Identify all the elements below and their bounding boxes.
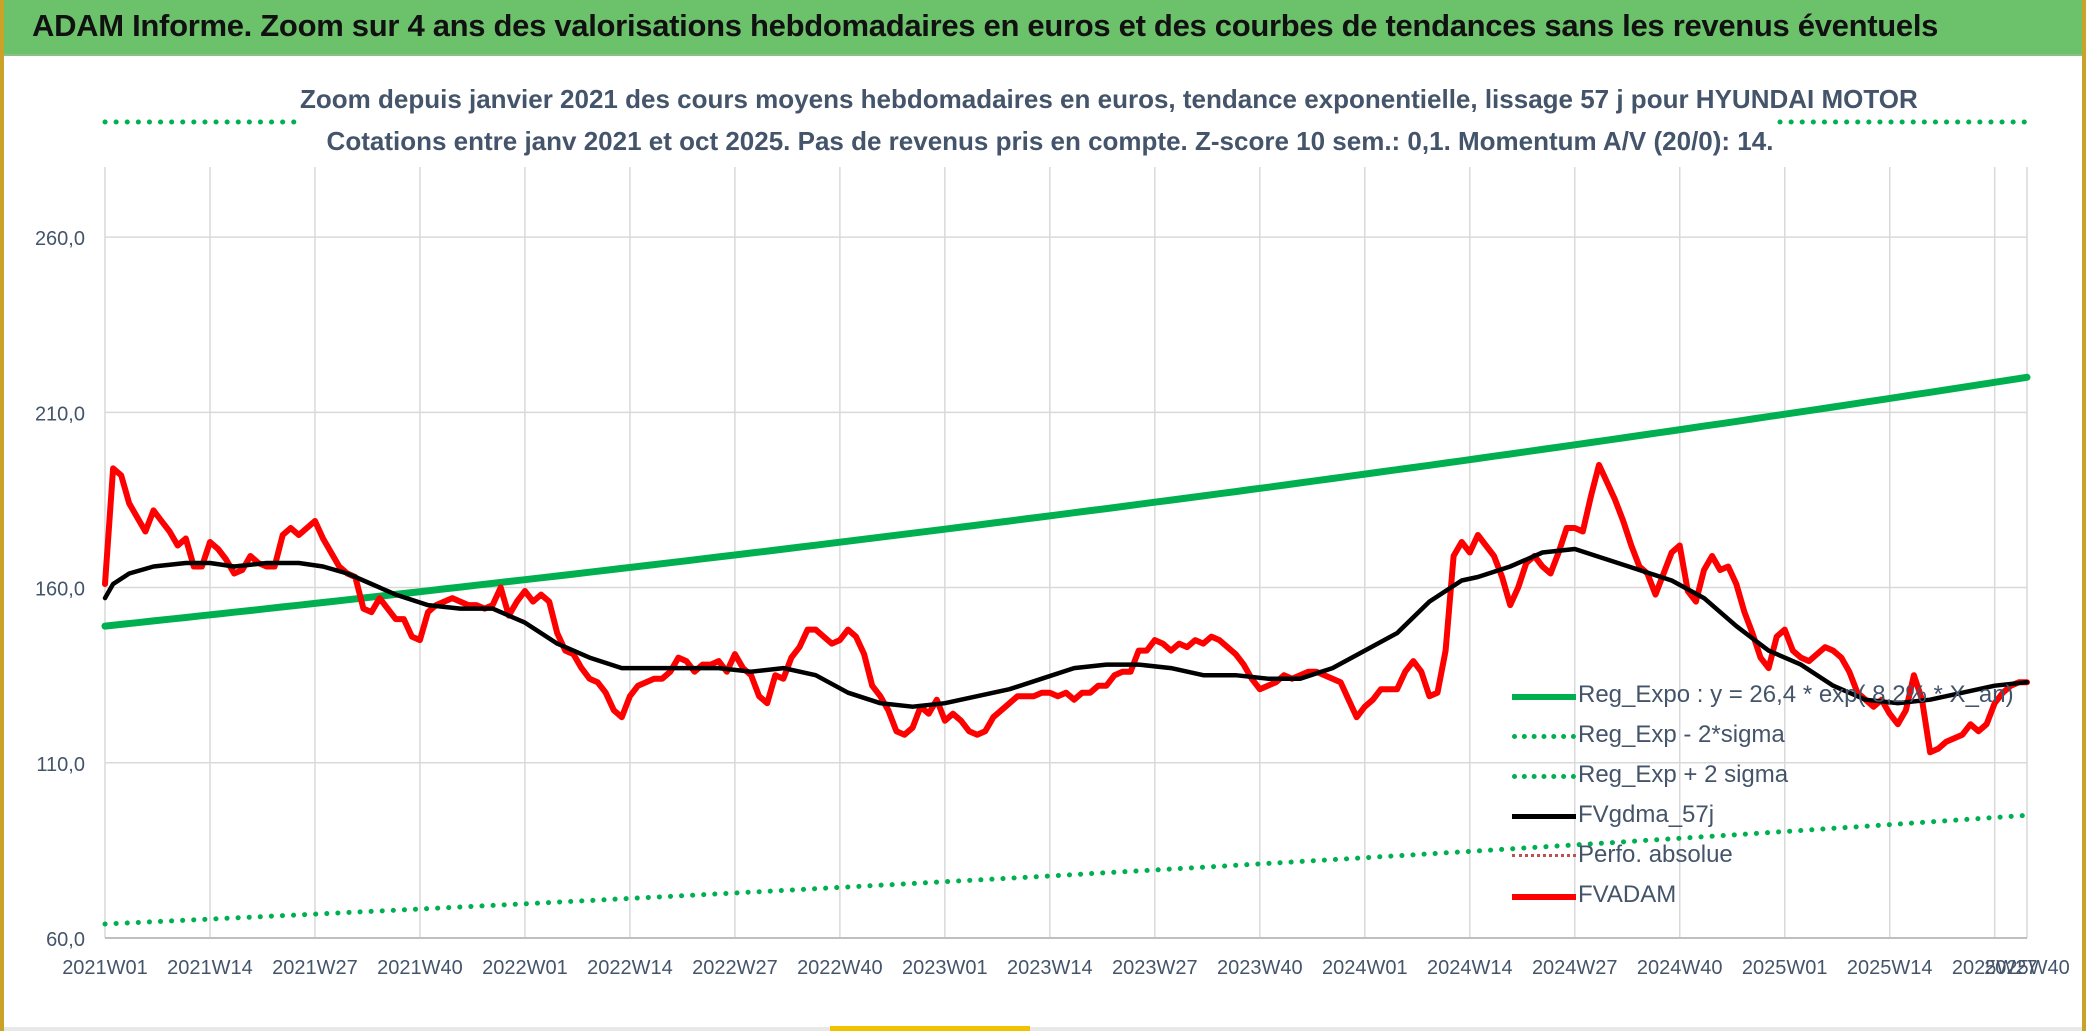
x-tick-label: 2025W14	[1847, 957, 1933, 979]
y-tick-label: 260,0	[35, 228, 85, 250]
legend-label: FVADAM	[1578, 881, 1677, 908]
legend-swatch	[1512, 774, 1576, 779]
x-tick-label: 2023W01	[902, 957, 988, 979]
legend-swatch	[1512, 854, 1576, 857]
bottom-accent-bar	[830, 1026, 1030, 1031]
x-tick-label: 2025W01	[1742, 957, 1828, 979]
legend-label: Reg_Expo : y = 26,4 * exp( 8,2% * X_an)	[1578, 681, 2014, 708]
y-tick-label: 160,0	[35, 579, 85, 601]
legend-label: Perfo. absolue	[1578, 841, 1733, 868]
series-reg-expo	[101, 373, 2031, 630]
legend-swatch	[1512, 814, 1576, 819]
series-fvadam	[102, 461, 2030, 756]
x-tick-label: 2022W27	[692, 957, 778, 979]
x-tick-label: 2021W14	[167, 957, 253, 979]
y-tick-label: 110,0	[36, 754, 85, 776]
chart-subtitle-line2: Cotations entre janv 2021 et oct 2025. P…	[326, 126, 1774, 156]
legend-item: Perfo. absolue	[1508, 836, 2068, 876]
legend-item: FVgdma_57j	[1508, 796, 2068, 836]
x-tick-label: 2024W40	[1637, 957, 1723, 979]
x-tick-label: 2021W40	[377, 957, 463, 979]
bottom-divider	[4, 1027, 2082, 1031]
legend-swatch	[1512, 734, 1576, 739]
title-banner: ADAM Informe. Zoom sur 4 ans des valoris…	[4, 0, 2082, 56]
x-tick-label: 2024W27	[1532, 957, 1618, 979]
x-tick-label: 2022W40	[797, 957, 883, 979]
chart-legend: Reg_Expo : y = 26,4 * exp( 8,2% * X_an) R…	[1508, 676, 2068, 916]
x-tick-label: 2022W01	[482, 957, 568, 979]
x-tick-label: 2021W01	[62, 957, 148, 979]
x-tick-label: 2023W14	[1007, 957, 1093, 979]
x-tick-label: 2025W40	[1984, 957, 2070, 979]
y-tick-label: 60,0	[46, 929, 85, 951]
x-tick-label: 2021W27	[272, 957, 358, 979]
legend-label: FVgdma_57j	[1578, 801, 1715, 828]
banner-title: ADAM Informe. Zoom sur 4 ans des valoris…	[32, 8, 1939, 43]
x-tick-label: 2024W14	[1427, 957, 1513, 979]
x-tick-label: 2023W40	[1217, 957, 1303, 979]
legend-swatch	[1512, 894, 1576, 900]
series-fvgdma-57j	[102, 546, 2030, 709]
legend-label: Reg_Exp - 2*sigma	[1578, 721, 1785, 748]
x-tick-label: 2023W27	[1112, 957, 1198, 979]
chart-subtitle-line1: Zoom depuis janvier 2021 des cours moyen…	[300, 84, 1918, 114]
series-reg-exp-minus-2sigma	[102, 812, 2030, 927]
x-tick-label: 2024W01	[1322, 957, 1408, 979]
legend-item: Reg_Exp + 2 sigma	[1508, 756, 2068, 796]
legend-item: Reg_Expo : y = 26,4 * exp( 8,2% * X_an)	[1508, 676, 2068, 716]
x-tick-label: 2022W14	[587, 957, 673, 979]
legend-item: FVADAM	[1508, 876, 2068, 916]
x-tick-label: 2025W27	[1952, 957, 2038, 979]
legend-label: Reg_Exp + 2 sigma	[1578, 761, 1789, 788]
y-tick-label: 210,0	[35, 403, 85, 425]
legend-item: Reg_Exp - 2*sigma	[1508, 716, 2068, 756]
legend-swatch	[1512, 694, 1576, 700]
line-chart: 60,0 110,0 160,0 210,0 260,0 2021W01 2021W14 20…	[35, 119, 2070, 979]
